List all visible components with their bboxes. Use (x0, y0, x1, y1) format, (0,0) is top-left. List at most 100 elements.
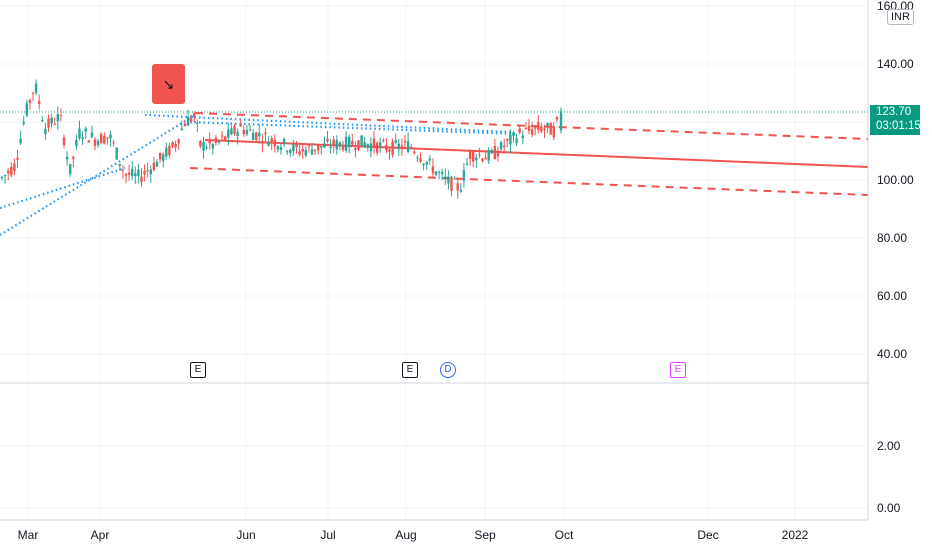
candle-body (103, 135, 106, 144)
candle-body (220, 135, 224, 137)
candle-body (462, 170, 466, 181)
earnings-event-icon[interactable]: E (190, 362, 206, 378)
candle-body (521, 135, 524, 139)
regression-midline (204, 139, 869, 168)
candle-body (397, 143, 400, 150)
candle-body (289, 149, 292, 153)
candle-body (468, 150, 472, 159)
candle-body (208, 139, 211, 144)
candle-body (425, 162, 428, 165)
candle-body (87, 140, 90, 143)
dividend-event-icon[interactable]: D (440, 362, 456, 378)
candlestick-series (0, 79, 563, 199)
candle-body (189, 117, 193, 122)
candle-body (546, 123, 549, 126)
candle-body (59, 114, 63, 116)
candle-body (385, 144, 388, 151)
candle-body (193, 113, 196, 117)
candle-body (199, 140, 202, 147)
candle-body (428, 158, 431, 161)
price-tick-label: 100.00 (877, 173, 914, 187)
candle-body (503, 145, 506, 148)
candle-body (276, 146, 280, 150)
candle-body (152, 162, 156, 171)
candle-body (431, 166, 435, 174)
candle-body (527, 125, 531, 131)
candle-body (227, 129, 230, 138)
candle-body (475, 157, 478, 161)
candle-body (264, 132, 267, 135)
candle-body (93, 139, 97, 146)
candle-body (515, 138, 518, 144)
time-tick-label: Apr (91, 528, 110, 542)
candle-body (357, 140, 360, 150)
candle-body (279, 147, 283, 151)
candle-body (177, 139, 180, 144)
candle-body (131, 168, 134, 177)
candle-body (363, 142, 366, 148)
candle-body (16, 157, 19, 160)
candle-body (258, 132, 261, 137)
candle-body (484, 157, 487, 160)
candle-body (282, 138, 286, 145)
time-tick-label: Oct (555, 528, 574, 542)
candle-body (465, 163, 469, 165)
candle-body (7, 170, 10, 174)
upcoming-earnings-event-icon[interactable]: E (670, 362, 686, 378)
candle-body (255, 132, 258, 140)
trendline-support (0, 166, 126, 210)
candle-body (524, 127, 528, 129)
candle-body (44, 128, 47, 135)
candle-body (25, 103, 28, 116)
candle-body (72, 156, 75, 159)
candle-body (118, 163, 121, 166)
candle-body (224, 136, 227, 140)
candle-body (413, 151, 416, 154)
candle-body (487, 150, 490, 161)
price-tick-label: 60.00 (877, 289, 907, 303)
candle-body (180, 128, 183, 131)
candle-body (375, 142, 379, 153)
candle-body (267, 141, 270, 146)
candle-body (174, 144, 177, 148)
candle-body (47, 118, 50, 128)
candle-body (338, 142, 342, 147)
candle-body (106, 137, 109, 139)
candle-body (248, 129, 252, 131)
indicator-tick-label: 2.00 (877, 439, 901, 453)
candle-body (530, 129, 534, 135)
candle-body (239, 123, 242, 127)
candle-body (382, 140, 385, 142)
candle-body (273, 139, 276, 147)
candle-body (499, 142, 503, 150)
candle-body (512, 132, 515, 137)
candle-body (96, 140, 100, 146)
candle-body (410, 146, 413, 148)
candle-body (537, 122, 540, 130)
time-tick-label: Aug (395, 528, 416, 542)
sell-signal-marker[interactable]: ↘ (152, 64, 185, 104)
candle-body (400, 145, 404, 150)
candle-body (112, 142, 115, 144)
candle-body (171, 141, 174, 147)
candle-body (360, 135, 363, 146)
time-tick-label: Sep (474, 528, 496, 542)
candle-body (444, 176, 447, 180)
candle-body (41, 120, 44, 122)
candle-body (437, 172, 441, 174)
candle-body (38, 101, 41, 104)
candle-body (478, 154, 481, 156)
channel-upper (194, 112, 869, 140)
candle-body (518, 128, 521, 133)
candle-body (391, 141, 394, 155)
earnings-event-icon[interactable]: E (402, 362, 418, 378)
candle-body (366, 144, 369, 148)
candle-body (313, 149, 317, 152)
time-tick-label: Dec (697, 528, 718, 542)
candle-body (456, 183, 459, 191)
candle-body (304, 149, 307, 156)
price-tick-label: 80.00 (877, 231, 907, 245)
candle-body (453, 178, 456, 180)
candle-body (211, 143, 214, 149)
